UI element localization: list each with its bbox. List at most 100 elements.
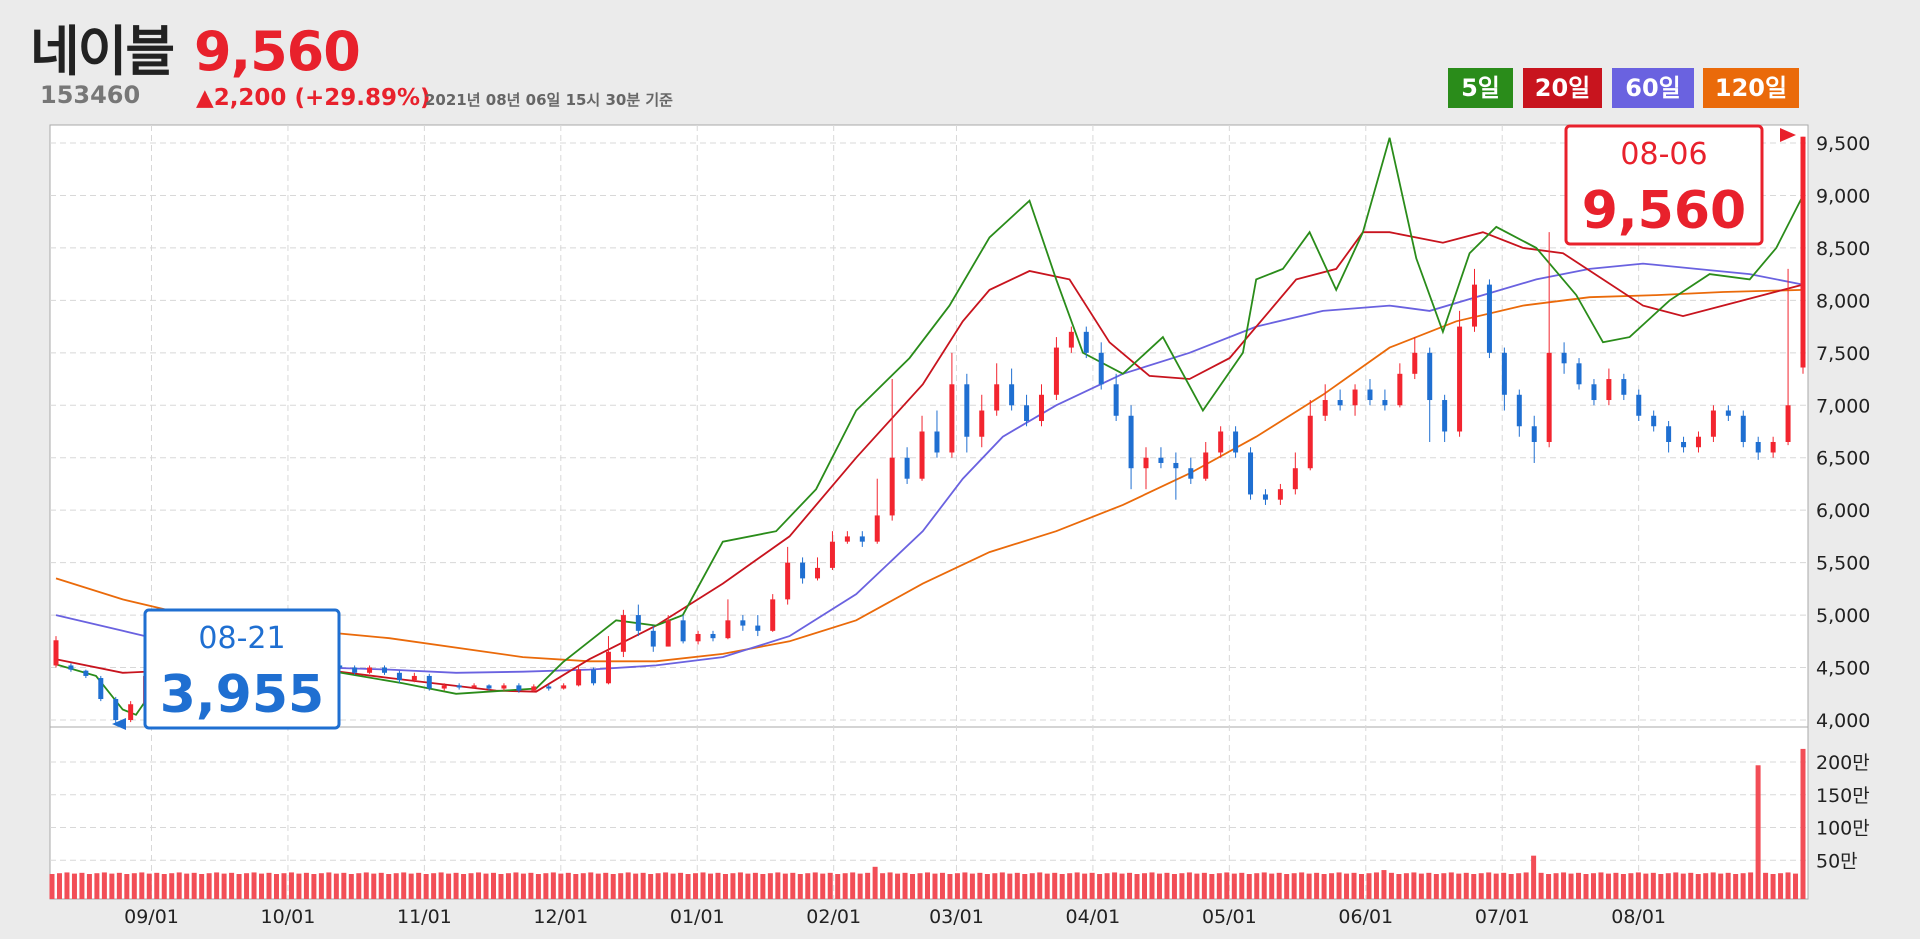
volume-bar	[469, 873, 474, 899]
candle-body	[1338, 400, 1343, 405]
volume-bar	[858, 874, 863, 899]
price-tick-label: 5,000	[1816, 605, 1870, 627]
volume-bar	[1307, 874, 1312, 899]
volume-bar	[1793, 874, 1798, 899]
candle-body	[83, 671, 88, 676]
candle-body	[1114, 384, 1119, 415]
volume-bar	[1643, 874, 1648, 899]
volume-bar	[1366, 873, 1371, 899]
volume-bar	[1262, 872, 1267, 899]
volume-bar	[124, 874, 129, 899]
candle-body	[1069, 332, 1074, 348]
volume-bar	[1733, 874, 1738, 899]
volume-bar	[1030, 873, 1035, 899]
candle-body	[875, 515, 880, 541]
volume-bar	[57, 873, 62, 899]
volume-bar	[1748, 872, 1753, 899]
candle-body	[979, 411, 984, 437]
candle-body	[128, 704, 133, 720]
volume-bar	[1673, 872, 1678, 899]
candle-body	[994, 384, 999, 410]
volume-bar	[1007, 874, 1012, 899]
candle-body	[905, 458, 910, 479]
volume-bar	[633, 874, 638, 899]
candle-body	[1278, 489, 1283, 499]
volume-bar	[1441, 873, 1446, 899]
candle-body	[1517, 395, 1522, 426]
volume-bar	[1763, 873, 1768, 899]
volume-bar	[1052, 873, 1057, 899]
candle-body	[1173, 463, 1178, 468]
volume-bar	[484, 874, 489, 899]
date-tick-label: 06/01	[1338, 906, 1393, 928]
candle-body	[412, 676, 417, 680]
volume-bar	[1539, 873, 1544, 899]
volume-bar	[424, 874, 429, 899]
volume-bar	[1658, 874, 1663, 899]
volume-bar	[663, 872, 668, 899]
volume-bar	[214, 872, 219, 899]
price-tick-label: 7,500	[1816, 343, 1870, 365]
date-tick-label: 01/01	[670, 906, 725, 928]
candle-body	[1547, 353, 1552, 442]
price-tick-label: 9,500	[1816, 133, 1870, 155]
volume-bar	[409, 874, 414, 899]
candle-body	[651, 631, 656, 647]
candle-body	[397, 673, 402, 680]
volume-bar	[1598, 872, 1603, 899]
volume-bar	[790, 873, 795, 899]
volume-bar	[1726, 873, 1731, 899]
volume-bar	[686, 874, 691, 899]
candle-body	[621, 615, 626, 652]
volume-bar	[1045, 874, 1050, 899]
volume-bar	[925, 872, 930, 899]
candle-body	[1427, 353, 1432, 400]
volume-bar	[1688, 873, 1693, 899]
candle-body	[501, 685, 506, 688]
volume-bar	[1224, 872, 1229, 899]
volume-bar	[962, 872, 967, 899]
candle-body	[54, 640, 59, 665]
candle-body	[487, 685, 492, 688]
volume-tick-label: 100만	[1816, 818, 1870, 840]
volume-bar	[648, 874, 653, 899]
volume-bar	[596, 874, 601, 899]
price-tick-label: 7,000	[1816, 395, 1870, 417]
volume-bar	[992, 873, 997, 899]
volume-bar	[1209, 874, 1214, 899]
volume-bar	[394, 873, 399, 899]
volume-bar	[446, 874, 451, 899]
volume-bar	[745, 874, 750, 899]
volume-bar	[543, 873, 548, 899]
candle-body	[113, 699, 118, 720]
volume-bar	[521, 874, 526, 899]
volume-bar	[94, 873, 99, 899]
volume-bar	[1741, 873, 1746, 899]
volume-bar	[626, 872, 631, 899]
candle-body	[427, 676, 432, 689]
volume-bar	[1292, 873, 1297, 899]
volume-bar	[1434, 874, 1439, 899]
volume-bar	[319, 873, 324, 899]
volume-bar	[1299, 872, 1304, 899]
candle-body	[770, 599, 775, 630]
volume-bar	[169, 873, 174, 899]
volume-bar	[1651, 873, 1656, 899]
volume-bar	[184, 874, 189, 899]
low-callout-date: 08-21	[198, 621, 285, 656]
volume-bar	[1135, 874, 1140, 899]
volume-bar	[678, 873, 683, 899]
volume-bar	[850, 872, 855, 899]
candle-body	[382, 668, 387, 673]
candle-body	[1323, 400, 1328, 416]
price-tick-label: 6,000	[1816, 500, 1870, 522]
volume-bar	[820, 874, 825, 899]
volume-bar	[918, 873, 923, 899]
volume-bar	[1411, 872, 1416, 899]
date-tick-label: 04/01	[1066, 906, 1121, 928]
volume-bar	[1344, 874, 1349, 899]
volume-bar	[431, 873, 436, 899]
candle-body	[1771, 442, 1776, 452]
volume-bar	[289, 872, 294, 899]
volume-bar	[1187, 872, 1192, 899]
